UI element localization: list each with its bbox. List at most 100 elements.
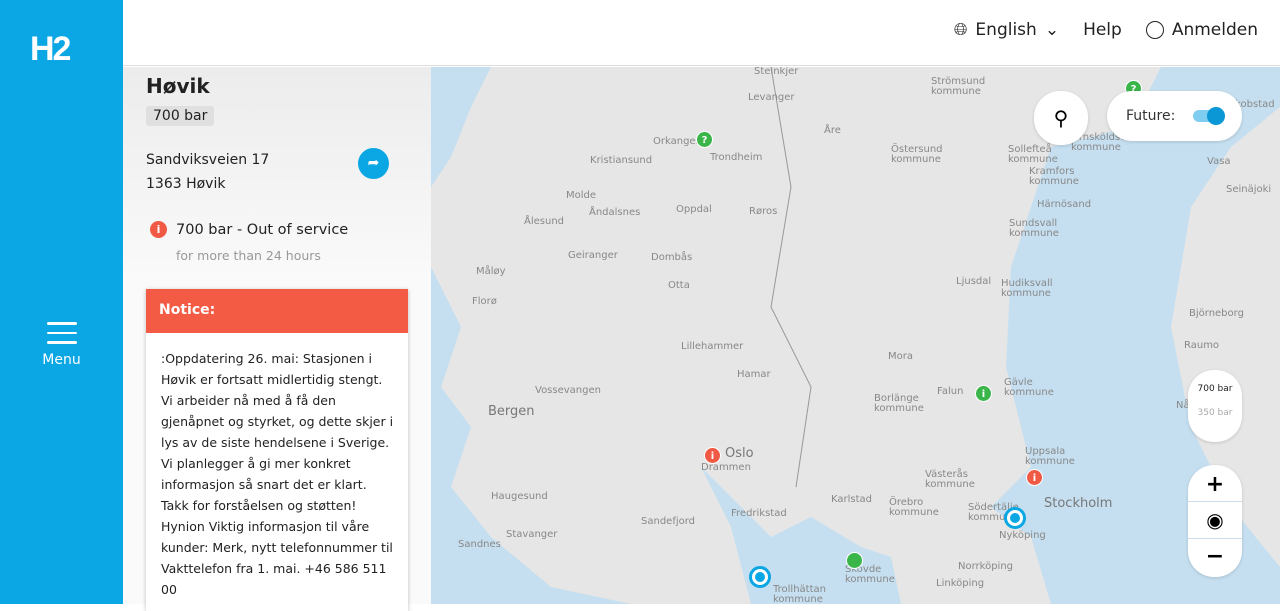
map-water (431, 67, 1280, 604)
map-place-label: Björneborg (1189, 308, 1244, 319)
map-place-label: Dombås (651, 252, 693, 263)
map-place-label: Sundsvall kommune (1009, 218, 1059, 239)
zoom-in-button[interactable]: + (1188, 465, 1242, 502)
map-place-label: Lillehammer (681, 341, 744, 352)
map-place-label: Stavanger (506, 529, 558, 540)
map-place-label: Trollhättan kommune (773, 584, 826, 605)
map-place-label: Västerås kommune (925, 469, 975, 490)
info-icon: i (150, 221, 167, 238)
map-place-label: Mora (888, 351, 913, 362)
map-place-label: Karlstad (831, 494, 873, 505)
toggle-switch[interactable] (1193, 107, 1226, 125)
map-place-label: Strömsund kommune (931, 76, 986, 97)
station-pin-unknown[interactable]: ? (696, 131, 713, 148)
chevron-down-icon: ⌄ (1044, 20, 1060, 40)
top-bar: 🌐︎ English ⌄ Help Anmelden (123, 0, 1280, 66)
map-place-label: Sandefjord (641, 516, 696, 527)
map-place-label: Raumo (1184, 340, 1220, 351)
pressure-350-option[interactable]: 350 bar (1197, 408, 1233, 418)
map-place-label: Bergen (488, 404, 535, 419)
map-place-label: Steinkjer (754, 67, 799, 77)
map-place-label: Molde (566, 190, 597, 201)
map-place-label: Falun (937, 386, 964, 397)
h2-logo[interactable]: H2 (30, 30, 71, 68)
locate-button[interactable]: ◉ (1188, 502, 1242, 539)
notice-title: Notice: (146, 289, 408, 333)
hamburger-icon (46, 322, 77, 344)
map-place-label: Härnösand (1037, 199, 1092, 210)
map-place-label: Kristiansund (590, 155, 653, 166)
map-place-label: Uppsala kommune (1025, 446, 1075, 467)
station-pin-selected[interactable] (749, 566, 771, 588)
notice-body: :Oppdatering 26. mai: Stasjonen i Høvik … (161, 351, 394, 597)
map-place-label: Stockholm (1044, 496, 1113, 511)
map-place-label: Ålesund (524, 216, 565, 227)
map-place-label: Hudiksvall kommune (1001, 278, 1053, 299)
map-place-label: Trondheim (710, 152, 763, 163)
map-place-label: Gävle kommune (1004, 377, 1054, 398)
map-place-label: Södertälje kommune (968, 502, 1019, 523)
help-link[interactable]: Help (1083, 20, 1122, 40)
map-place-label: Östersund kommune (891, 144, 943, 165)
map-place-label: Hamar (737, 369, 771, 380)
station-pin-open[interactable] (846, 552, 863, 569)
sidebar: H2 Menu (0, 0, 123, 604)
map-place-label: Oppdal (676, 204, 712, 215)
crosshair-icon: ◉ (1206, 508, 1224, 532)
notice-card: Notice: :Oppdatering 26. mai: Stasjonen … (146, 289, 408, 611)
future-toggle[interactable]: Future: (1107, 91, 1242, 141)
map-place-label: Haugesund (491, 491, 548, 502)
map-place-label: Måløy (476, 266, 506, 277)
map-place-label: Åndalsnes (589, 207, 641, 218)
pressure-filter[interactable]: 700 bar 350 bar (1188, 370, 1242, 442)
map-place-label: Levanger (748, 92, 795, 103)
station-address: Sandviksveien 17 1363 Høvik ➦ (146, 148, 408, 196)
login-button[interactable]: Anmelden (1145, 20, 1258, 40)
station-pin-selected[interactable] (1004, 507, 1026, 529)
station-pin-info[interactable]: i (975, 385, 992, 402)
map-place-label: Sandnes (458, 539, 501, 550)
menu-label: Menu (42, 351, 81, 368)
map-place-label: Fredrikstad (731, 508, 787, 519)
status-row: i 700 bar - Out of service (146, 221, 408, 238)
map-place-label: Otta (668, 280, 690, 291)
language-selector[interactable]: 🌐︎ English ⌄ (953, 20, 1060, 40)
map-place-label: Florø (472, 296, 497, 307)
map-place-label: Borlänge kommune (874, 393, 924, 414)
zoom-out-button[interactable]: − (1205, 544, 1225, 569)
map-place-label: Sollefteå kommune (1008, 144, 1058, 165)
pressure-700-option[interactable]: 700 bar (1197, 384, 1233, 394)
map-place-label: Ljusdal (956, 276, 992, 287)
zoom-controls: + ◉ − (1188, 465, 1242, 577)
map-place-label: Kramfors kommune (1029, 166, 1079, 187)
map-place-label: Norrköping (958, 561, 1014, 572)
globe-icon: 🌐︎ (953, 20, 968, 40)
station-name: Høvik (146, 74, 210, 98)
map-place-label: Nyköping (999, 530, 1046, 541)
map-place-label: Drammen (701, 462, 751, 473)
status-sub: for more than 24 hours (176, 248, 321, 263)
search-button[interactable]: ⚲ (1034, 91, 1088, 145)
map-place-label: Örebro kommune (889, 497, 939, 518)
map-place-label: Linköping (936, 578, 985, 589)
map-place-label: Røros (749, 206, 778, 217)
user-icon (1145, 21, 1164, 39)
station-pin-out-of-service[interactable]: i (1026, 469, 1043, 486)
search-icon: ⚲ (1053, 106, 1069, 130)
directions-button[interactable]: ➦ (358, 148, 389, 179)
map-place-label: Vasa (1207, 156, 1231, 167)
map-place-label: Seinäjoki (1226, 184, 1272, 195)
map-place-label: Jakobstad (1226, 99, 1275, 110)
pressure-badge: 700 bar (146, 106, 215, 126)
map-place-label: Oslo (725, 446, 754, 461)
map-place-label: Åre (824, 125, 841, 136)
map-place-label: Geiranger (568, 250, 618, 261)
menu-button[interactable]: Menu (0, 322, 123, 368)
map-place-label: Skövde kommune (845, 564, 895, 585)
map[interactable]: Steinkjer Levanger Trondheim Orkanger Kristi… (431, 67, 1280, 604)
station-panel: Høvik 700 bar Sandviksveien 17 1363 Høvi… (123, 67, 431, 611)
station-pin-out-of-service[interactable]: i (704, 447, 721, 464)
map-place-label: Örnsköldsvik kommune (1071, 132, 1135, 153)
map-place-label: Vossevangen (535, 385, 601, 396)
map-place-label: Orkanger (653, 136, 700, 147)
